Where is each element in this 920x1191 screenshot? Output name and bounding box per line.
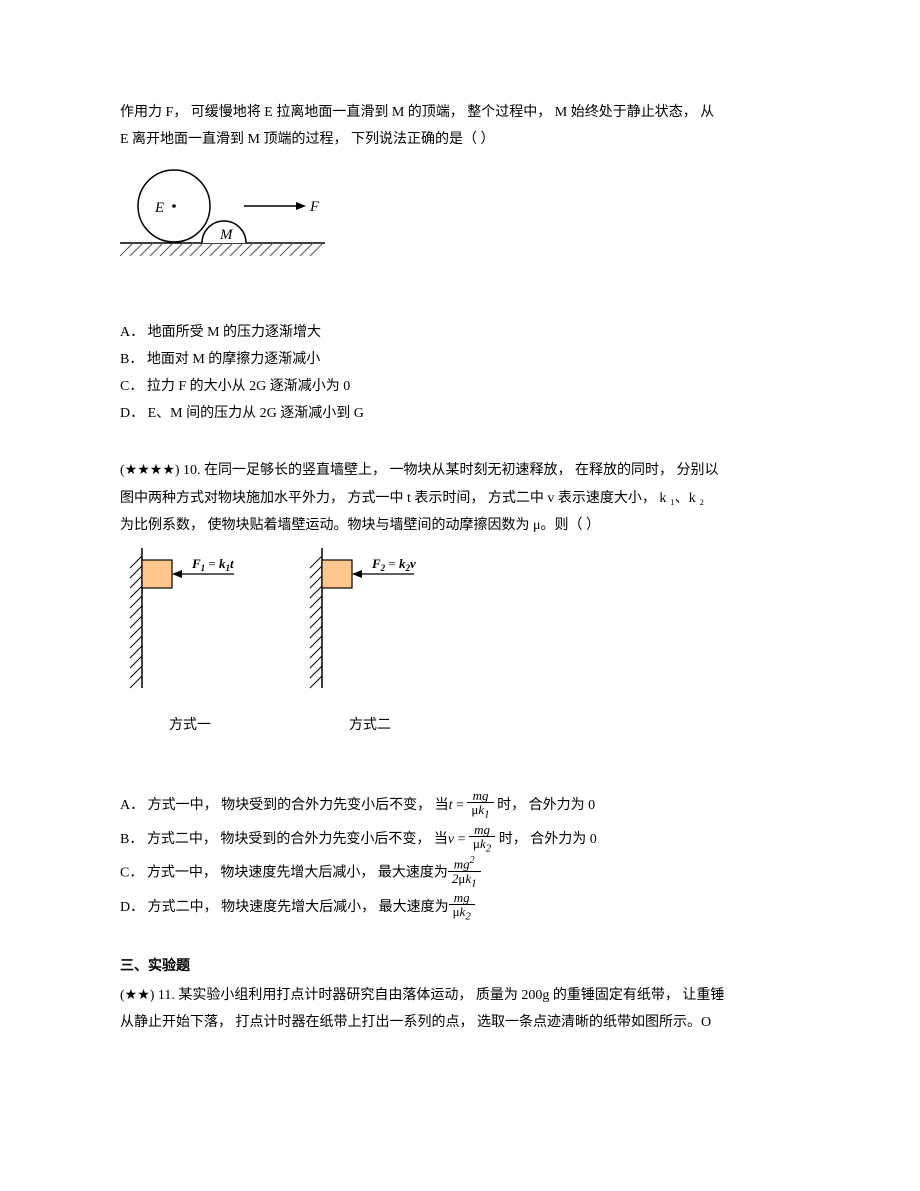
wall-2-hatching (310, 556, 322, 688)
q9-option-c: C． 拉力 F 的大小从 2G 逐渐减小为 0 (120, 374, 800, 399)
force-label-2: F2 = k2v (371, 556, 416, 573)
q10-a-den: μk1 (467, 802, 493, 821)
q9-option-a: A． 地面所受 M 的压力逐渐增大 (120, 320, 800, 345)
q10-stem1-text: 在同一足够长的竖直墙壁上， 一物块从某时刻无初速释放， 在释放的同时， 分别以 (204, 463, 719, 478)
q10-a-prefix: A． 方式一中， 物块受到的合外力先变小后不变， 当 (120, 798, 449, 813)
q10-b-num: mg (469, 823, 495, 836)
q11-stem-line1: (★★) 11. 某实验小组利用打点计时器研究自由落体运动， 质量为 200g … (120, 983, 800, 1008)
q9-option-b: B． 地面对 M 的摩擦力逐渐减小 (120, 347, 800, 372)
q9-stem-line2: E 离开地面一直滑到 M 顶端的过程， 下列说法正确的是（ ） (120, 127, 800, 152)
q10-figure-2: F2 = k2v 方式二 (300, 548, 440, 738)
q10-option-b: B． 方式二中， 物块受到的合外力先变小后不变， 当v = mgμk2 时， 合… (120, 824, 800, 856)
circle-e-center (172, 205, 176, 209)
q10-c-prefix: C． 方式一中， 物块速度先增大后减小， 最大速度为 (120, 866, 448, 881)
q10-a-var: t (449, 798, 453, 813)
q10-caption-2: 方式二 (300, 713, 440, 738)
q10-b-frac: mgμk2 (469, 823, 495, 855)
q10-b-var: v (448, 832, 454, 847)
block-2 (322, 560, 352, 588)
force-label-1: F1 = k1t (191, 556, 234, 573)
q10-b-prefix: B． 方式二中， 物块受到的合外力先变小后不变， 当 (120, 832, 448, 847)
q11-stem1-text: 某实验小组利用打点计时器研究自由落体运动， 质量为 200g 的重锤固定有纸带，… (178, 988, 724, 1003)
q10-d-prefix: D． 方式二中， 物块速度先增大后减小， 最大速度为 (120, 900, 449, 915)
q9-option-d: D． E、M 间的压力从 2G 逐渐减小到 G (120, 401, 800, 426)
force-arrow-head (296, 202, 306, 210)
q10-option-c: C． 方式一中， 物块速度先增大后减小， 最大速度为mg22μk1 (120, 857, 800, 890)
label-m: M (219, 227, 234, 243)
q10-caption-1: 方式一 (120, 713, 260, 738)
block-1 (142, 560, 172, 588)
q10-d-frac: mgμk2 (449, 891, 475, 923)
section-3-title: 三、实验题 (120, 954, 800, 979)
q10-figure-1: F1 = k1t 方式一 (120, 548, 260, 738)
ground-hatching (120, 243, 323, 256)
q10-stem-line3: 为比例系数， 使物块贴着墙壁运动。物块与墙壁间的动摩擦因数为 μ。则（ ） (120, 513, 800, 538)
q10-d-num: mg (449, 891, 475, 904)
q10-diagram-1: F1 = k1t (120, 548, 260, 698)
label-e: E (154, 200, 164, 216)
q10-b-den: μk2 (469, 836, 495, 855)
q10-c-frac: mg22μk1 (448, 856, 481, 889)
q10-d-den: μk2 (449, 904, 475, 923)
q10-a-suffix: 时， 合外力为 0 (497, 798, 595, 813)
q10-b-suffix: 时， 合外力为 0 (499, 832, 597, 847)
q9-stem-line1: 作用力 F， 可缓慢地将 E 拉离地面一直滑到 M 的顶端， 整个过程中， M … (120, 100, 800, 125)
q10-option-a: A． 方式一中， 物块受到的合外力先变小后不变， 当t = mgμk1 时， 合… (120, 790, 800, 822)
q10-a-frac: mgμk1 (467, 789, 493, 821)
q10-stem-line1: (★★★★) 10. 在同一足够长的竖直墙壁上， 一物块从某时刻无初速释放， 在… (120, 458, 800, 483)
label-f: F (309, 199, 320, 215)
q10-c-num: mg2 (448, 856, 481, 870)
q10-c-den: 2μk1 (448, 871, 481, 890)
wall-1-hatching (130, 556, 142, 688)
q10-difficulty-stars: (★★★★) 10. (120, 463, 204, 478)
q9-diagram: E M F (120, 162, 330, 258)
q10-a-num: mg (467, 789, 493, 802)
q11-difficulty-stars: (★★) 11. (120, 988, 178, 1003)
q9-figure: E M F (120, 162, 800, 267)
force-arrow-1-head (172, 570, 182, 578)
q11-stem-line2: 从静止开始下落， 打点计时器在纸带上打出一系列的点， 选取一条点迹清晰的纸带如图… (120, 1010, 800, 1035)
force-arrow-2-head (352, 570, 362, 578)
q10-option-d: D． 方式二中， 物块速度先增大后减小， 最大速度为mgμk2 (120, 892, 800, 924)
q10-stem-line2: 图中两种方式对物块施加水平外力， 方式一中 t 表示时间， 方式二中 v 表示速… (120, 486, 800, 511)
q10-diagram-2: F2 = k2v (300, 548, 440, 698)
q10-figure-row: F1 = k1t 方式一 F2 = k2v 方式二 (120, 548, 800, 738)
